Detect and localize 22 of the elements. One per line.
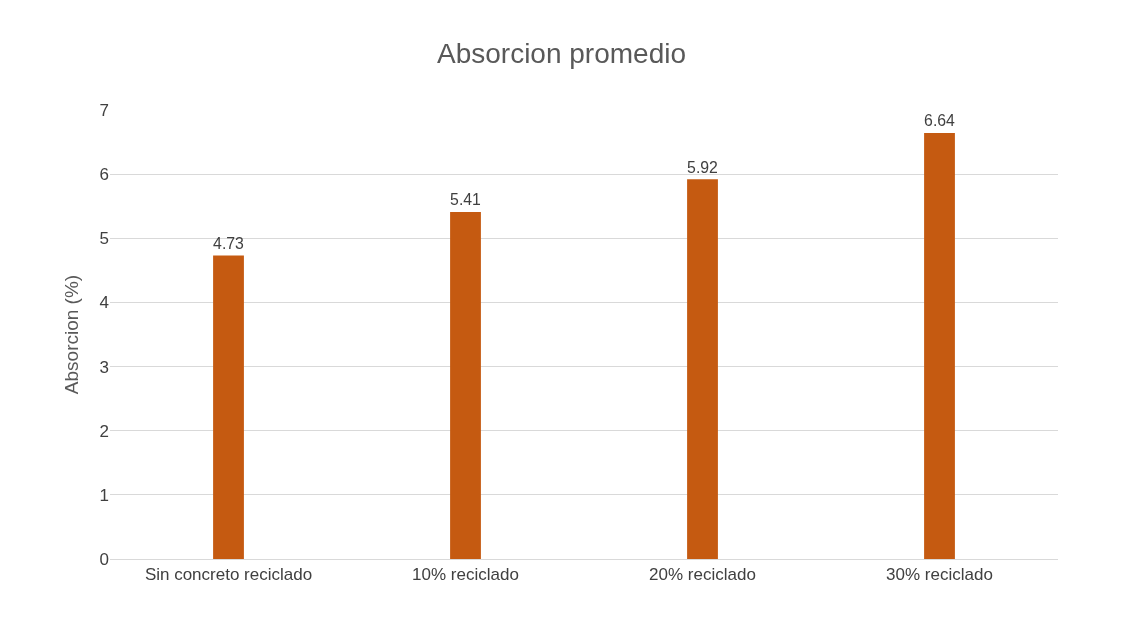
x-tick-label: Sin concreto reciclado (144, 565, 313, 585)
x-tick-label: 10% reciclado (412, 565, 519, 585)
y-axis-title: Absorcion (%) (61, 274, 83, 395)
y-tick-label: 7 (99, 100, 109, 120)
y-tick-label: 3 (99, 357, 109, 377)
data-label: 5.92 (687, 158, 718, 176)
y-tick-label: 4 (99, 293, 109, 313)
bar (213, 255, 244, 559)
data-label: 4.73 (213, 234, 245, 252)
y-tick-label: 1 (99, 485, 109, 505)
y-tick-label: 6 (99, 165, 109, 185)
bar (450, 211, 481, 559)
y-tick-label: 5 (99, 229, 109, 249)
data-label: 6.64 (924, 112, 956, 130)
y-tick-label: 2 (99, 421, 109, 441)
data-label: 5.41 (450, 191, 482, 209)
bar (687, 179, 718, 559)
y-tick-label: 0 (99, 549, 109, 569)
bar (924, 133, 955, 559)
x-tick-label: 30% reciclado (886, 565, 993, 585)
x-tick-label: 20% reciclado (649, 565, 756, 585)
chart-title: Absorcion promedio (436, 37, 687, 69)
